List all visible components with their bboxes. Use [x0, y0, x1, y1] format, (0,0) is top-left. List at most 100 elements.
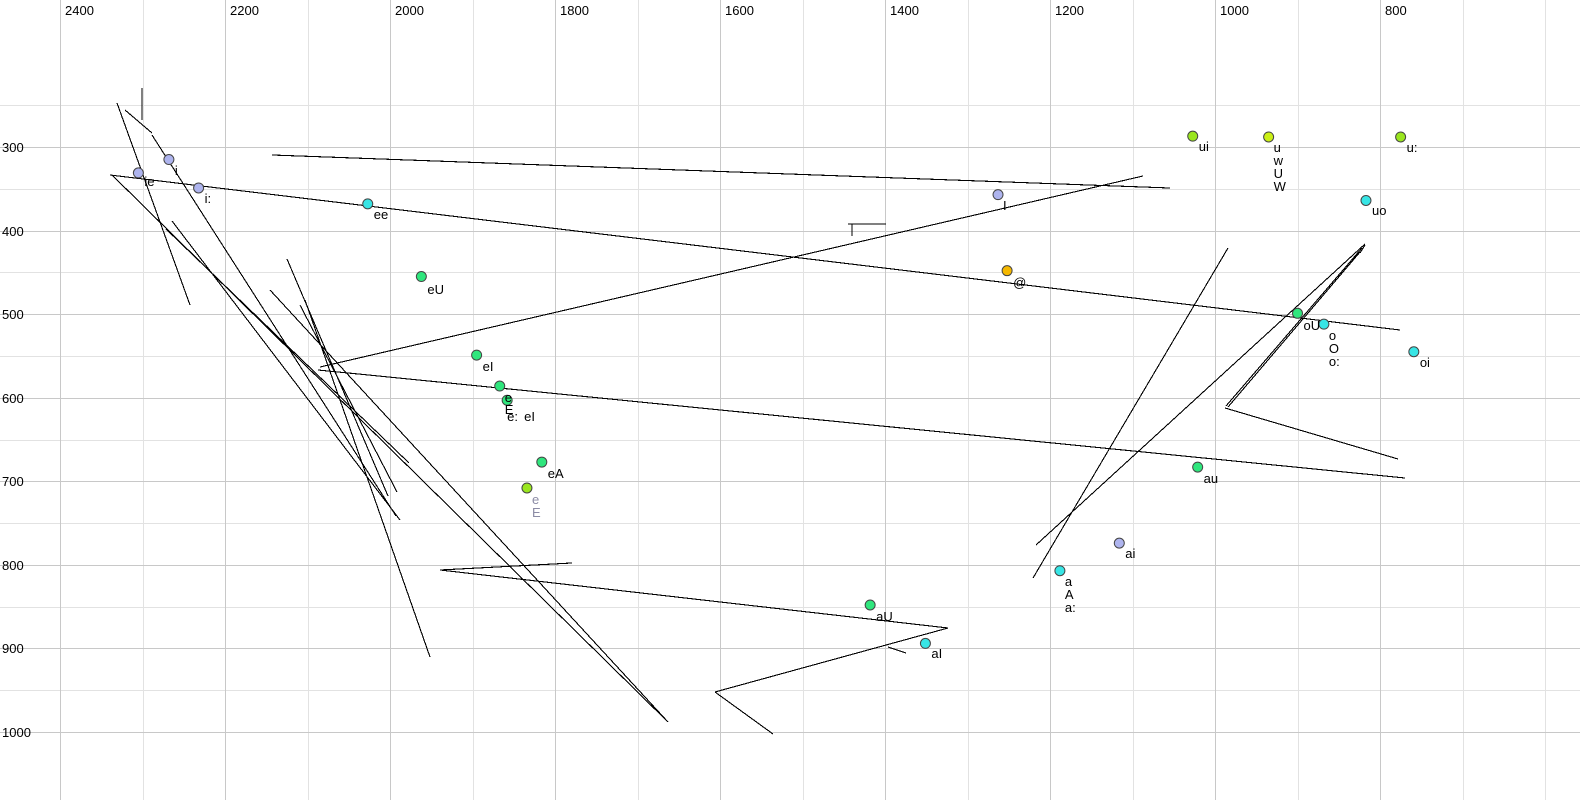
y-axis-tick-label: 900: [2, 641, 24, 657]
x-axis-tick-label: 2200: [230, 3, 259, 18]
vowel-point-marker[interactable]: [1192, 461, 1204, 473]
trajectory-line: [439, 569, 949, 629]
trajectory-line: [116, 102, 191, 306]
vowel-point-marker[interactable]: [1318, 318, 1330, 330]
vowel-point-marker[interactable]: [471, 349, 483, 361]
trajectory-line: [304, 299, 431, 658]
vowel-point-marker[interactable]: [1360, 194, 1372, 206]
vowel-point-marker[interactable]: [992, 189, 1004, 201]
trajectory-lines: [109, 88, 1406, 735]
x-axis-tick-label: 1800: [560, 3, 589, 18]
vowel-point-marker[interactable]: [362, 198, 374, 210]
trajectory-line: [271, 154, 1171, 189]
y-axis-tick-label: 1000: [2, 725, 31, 740]
vowel-point-marker[interactable]: [864, 599, 876, 611]
vowel-point-marker[interactable]: [1054, 565, 1066, 577]
x-axis-tick-label: 800: [1385, 3, 1407, 18]
vowel-label: i: [174, 162, 178, 178]
trajectory-line: [319, 175, 1144, 368]
x-axis-tick-label: 2000: [395, 3, 424, 18]
x-axis-tick-label: 1400: [890, 3, 919, 18]
vowel-label: i:: [204, 190, 212, 206]
y-axis-tick-label: 400: [2, 223, 24, 239]
vowel-point-marker[interactable]: [521, 482, 533, 494]
vowel-label: eI: [482, 359, 494, 375]
trajectory-line: [1359, 244, 1366, 254]
vowel-point-marker[interactable]: [1263, 131, 1275, 143]
vowel-label: o: [1328, 328, 1337, 344]
vowel-label: @: [1013, 274, 1027, 290]
vowel-point-marker[interactable]: [501, 394, 513, 406]
data-point-markers: [132, 130, 1420, 649]
vowel-point-marker[interactable]: [1001, 265, 1013, 277]
vowel-label: u: [1273, 139, 1281, 155]
vowel-label: oU: [1303, 318, 1321, 334]
vowel-label: a: [1064, 573, 1073, 589]
vowel-point-marker[interactable]: [1292, 307, 1303, 319]
trajectory-line: [317, 369, 1406, 479]
trajectory-line: [714, 627, 949, 693]
vowel-point-marker[interactable]: [919, 637, 931, 649]
trajectory-line: [714, 691, 774, 735]
vowel-point-marker[interactable]: [163, 154, 175, 166]
vowel-label: e:: [507, 409, 518, 425]
trajectory-line: [887, 646, 907, 654]
vowel-label: aU: [876, 608, 893, 624]
vowel-point-marker[interactable]: [1113, 537, 1125, 549]
y-axis-tick-label: 300: [2, 140, 24, 155]
x-axis-tick-label: 1600: [725, 3, 754, 18]
vowel-label: e: [504, 390, 512, 405]
vowel-point-marker[interactable]: [1187, 130, 1199, 142]
y-axis-tick-label: 500: [2, 307, 24, 323]
vowel-point-marker[interactable]: [193, 182, 205, 194]
vowel-label: u:: [1406, 139, 1418, 155]
vowel-label: ee: [373, 206, 389, 222]
trajectory-line: [124, 109, 153, 134]
trajectory-line: [269, 289, 669, 723]
trajectory-line: [439, 562, 573, 571]
vowel-label: uo: [1371, 203, 1387, 219]
vowel-label: e: [531, 491, 540, 507]
vowel-point-marker[interactable]: [132, 167, 144, 179]
vowel-label: E: [504, 402, 514, 417]
vowel-label: A: [1064, 586, 1074, 602]
vowel-label: W: [1273, 178, 1286, 194]
vowel-label: I: [1003, 197, 1007, 213]
vowel-label: ui: [1198, 139, 1209, 155]
vowel-label: E: [531, 504, 541, 520]
trajectory-line: [1225, 247, 1363, 407]
vowel-label: o:: [1328, 354, 1340, 370]
vowel-point-marker[interactable]: [494, 380, 506, 392]
y-axis-tick-label: 800: [2, 557, 24, 573]
vowel-point-marker[interactable]: [1408, 346, 1420, 358]
vowel-label: ai: [1125, 546, 1136, 562]
vowel-point-marker[interactable]: [536, 456, 548, 468]
trajectory-line: [109, 174, 1401, 331]
vowel-point-marker[interactable]: [1395, 131, 1407, 143]
vowel-point-marker[interactable]: [415, 271, 427, 283]
y-axis-tick-label: 700: [2, 474, 24, 490]
vowel-label: eI: [524, 409, 535, 425]
x-axis-tick-label: 1000: [1220, 3, 1249, 18]
trajectory-line: [1227, 251, 1361, 408]
vowel-label: U: [1273, 165, 1284, 181]
trajectory-line: [299, 304, 398, 493]
x-axis-tick-label: 1200: [1055, 3, 1084, 18]
vowel-label: au: [1203, 471, 1219, 487]
vowel-label: a:: [1064, 599, 1076, 615]
trajectory-line: [1224, 407, 1399, 460]
vowel-label: ie: [144, 173, 155, 189]
trajectory-line: [1035, 243, 1366, 546]
vowel-label: oi: [1419, 354, 1430, 370]
vowel-label: eU: [427, 281, 444, 297]
vowel-label: O: [1328, 341, 1340, 357]
vowel-label: w: [1273, 152, 1284, 168]
trajectory-line: [1032, 247, 1229, 579]
trajectory-line: [111, 174, 669, 723]
trajectory-line: [151, 134, 397, 517]
x-axis-tick-label: 2400: [65, 3, 94, 18]
